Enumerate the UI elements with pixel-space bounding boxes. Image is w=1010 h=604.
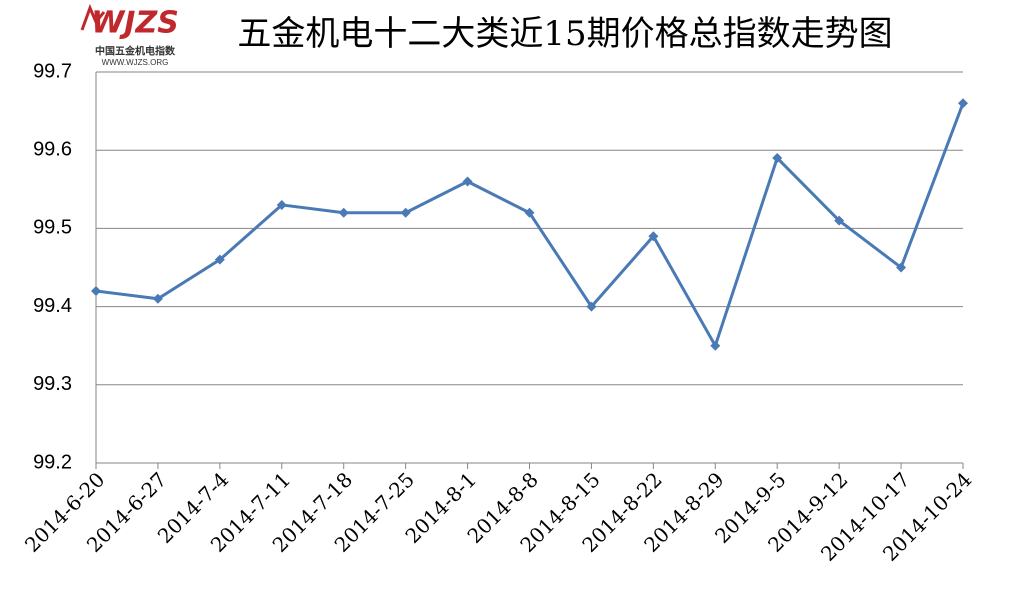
data-point [958,98,968,109]
y-tick-label: 99.4 [33,295,72,317]
data-point [338,207,349,218]
logo: WJZS 中国五金机电指数 WWW.WJZS.ORG [80,3,179,67]
data-point [524,207,535,218]
logo-url: WWW.WJZS.ORG [102,58,169,67]
data-line [95,102,965,350]
y-tick-label: 99.6 [33,138,72,160]
data-point [586,301,597,312]
y-tick-label: 99.2 [33,451,72,473]
chart-title: 五金机电十二大类近15期价格总指数走势图 [237,14,892,54]
data-point [462,176,473,187]
data-point [834,215,845,226]
logo-mark: WJZS [91,6,179,41]
logo-name: 中国五金机电指数 [95,45,176,58]
y-tick-label: 99.5 [33,217,72,239]
data-point [400,207,411,218]
data-point [276,199,287,210]
data-point [896,262,907,273]
data-point [152,293,163,304]
data-point [214,254,225,265]
data-point [91,285,101,296]
y-tick-label: 99.3 [33,373,72,395]
data-point [772,153,783,164]
logo-arrow [80,3,106,31]
data-point [710,340,721,351]
y-tick-label: 99.7 [33,60,72,82]
data-point [648,231,659,242]
